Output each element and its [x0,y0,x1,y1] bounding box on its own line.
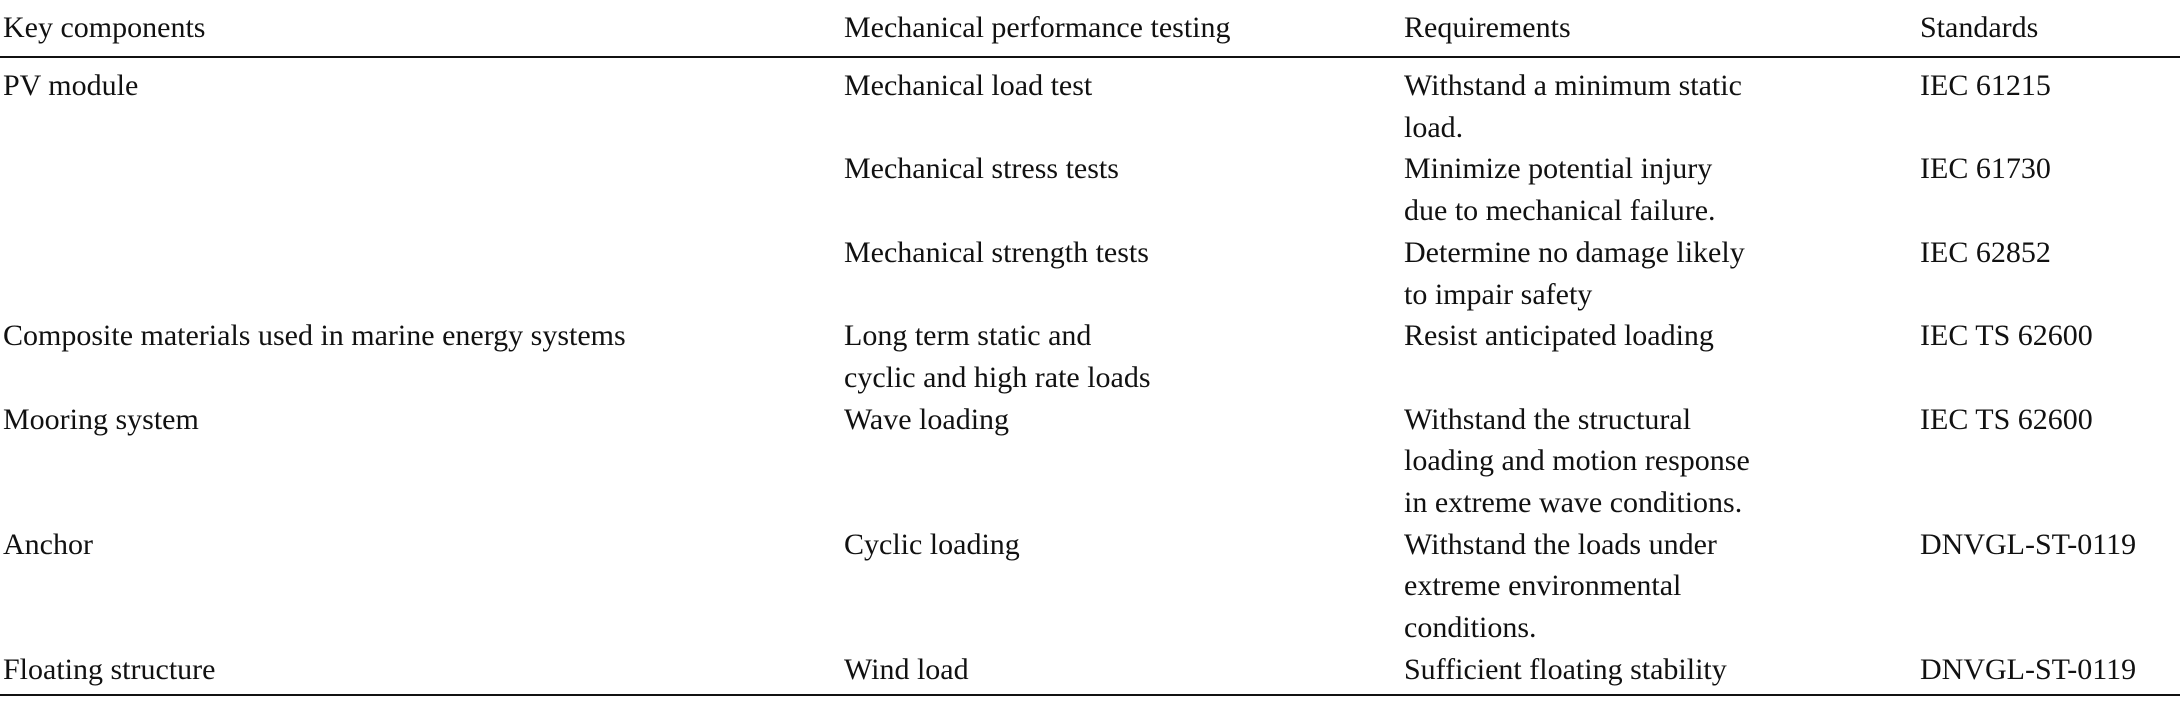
component-cell: Floating structure [3,652,216,686]
testing-cell: Cyclic loading [844,527,1020,561]
standard-cell: DNVGL-ST-0119 [1920,652,2137,686]
component-cell: Mooring system [3,402,199,436]
requirement-cell: in extreme wave conditions. [1404,486,1743,519]
requirement-cell: Withstand a minimum static [1404,69,1742,102]
testing-cell: Mechanical strength tests [844,235,1149,269]
requirement-cell: Withstand the structural [1404,402,1692,436]
standard-cell: DNVGL-ST-0119 [1920,527,2137,561]
testing-cell: Mechanical stress tests [844,152,1119,186]
header-cell: Requirements [1404,11,1571,44]
requirement-cell: Determine no damage likely [1404,235,1745,269]
testing-cell: Long term static and [844,319,1092,353]
standard-cell: IEC TS 62600 [1920,319,2093,353]
requirement-cell: Withstand the loads under [1404,527,1717,561]
bottom-rule [0,694,2180,696]
header-rule [0,56,2180,58]
standard-cell: IEC 62852 [1920,235,2051,269]
requirement-cell: Resist anticipated loading [1404,319,1714,353]
header-cell: Key components [3,11,206,44]
requirement-cell: loading and motion response [1404,444,1750,478]
requirement-cell: to impair safety [1404,277,1593,311]
requirement-cell: Minimize potential injury [1404,152,1713,186]
component-cell: PV module [3,69,139,102]
standard-cell: IEC 61730 [1920,152,2051,186]
header-cell: Mechanical performance testing [844,11,1231,44]
header-cell: Standards [1920,11,2039,44]
requirement-cell: Sufficient floating stability [1404,652,1727,686]
testing-cell: Mechanical load test [844,69,1093,102]
standard-cell: IEC TS 62600 [1920,402,2093,436]
testing-cell: cyclic and high rate loads [844,360,1151,394]
testing-cell: Wave loading [844,402,1010,436]
component-cell: Anchor [3,527,93,561]
requirement-cell: load. [1404,110,1464,144]
requirement-cell: due to mechanical failure. [1404,194,1716,228]
requirement-cell: conditions. [1404,611,1537,645]
component-cell: Composite materials used in marine energ… [3,319,626,353]
standard-cell: IEC 61215 [1920,69,2051,102]
requirement-cell: extreme environmental [1404,569,1682,603]
testing-cell: Wind load [844,652,969,686]
